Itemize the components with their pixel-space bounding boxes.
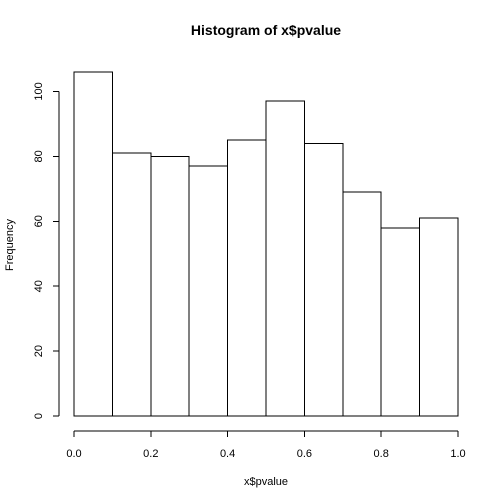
- y-tick-label-1: 0: [33, 413, 45, 419]
- histogram-bar-6: [265, 100, 305, 417]
- x-axis-label: x$pvalue: [244, 476, 288, 488]
- x-tick-label-1: 0.0: [66, 448, 81, 460]
- histogram-bar-7: [303, 142, 344, 417]
- x-tick-label-4: 0.6: [297, 448, 312, 460]
- y-tick-label-6: 100: [33, 82, 45, 100]
- histogram-bar-5: [227, 139, 267, 417]
- x-tick-label-2: 0.2: [143, 448, 158, 460]
- y-tick-label-2: 20: [33, 345, 45, 357]
- histogram-bar-4: [188, 165, 229, 417]
- y-axis-label: Frequency: [4, 219, 16, 271]
- histogram-bar-3: [150, 155, 190, 417]
- y-tick-label-4: 60: [33, 215, 45, 227]
- x-tick-label-6: 1.0: [450, 448, 465, 460]
- histogram-bar-9: [380, 227, 421, 417]
- y-tick-label-3: 40: [33, 280, 45, 292]
- x-tick-label-5: 0.8: [374, 448, 389, 460]
- chart-title: Histogram of x$pvalue: [191, 22, 341, 38]
- histogram-bar-8: [342, 191, 382, 417]
- x-axis: 0.0 0.2 0.4 0.6 0.8 1.0: [66, 430, 466, 460]
- y-tick-label-5: 80: [33, 150, 45, 162]
- histogram-bar-1: [73, 71, 113, 417]
- histogram-bar-2: [111, 152, 152, 417]
- histogram-bar-10: [419, 217, 459, 417]
- histogram-bars: [73, 71, 459, 417]
- y-axis: 0 20 40 60 80 100: [33, 82, 60, 419]
- x-tick-label-3: 0.4: [220, 448, 235, 460]
